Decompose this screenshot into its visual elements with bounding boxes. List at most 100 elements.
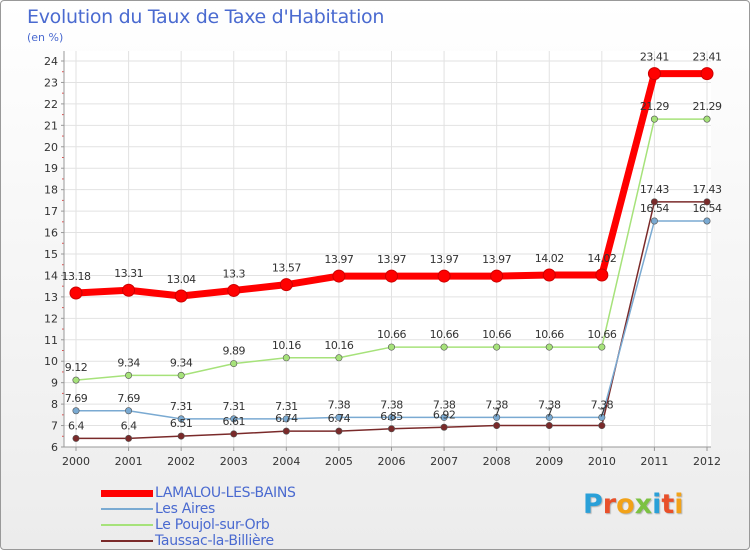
data-point [230, 360, 238, 368]
data-point [700, 67, 714, 81]
data-point [703, 198, 711, 206]
data-point [440, 423, 448, 431]
legend-swatch [101, 489, 153, 497]
legend-label: LAMALOU-LES-BAINS [155, 485, 296, 501]
x-tick-label: 2001 [115, 455, 143, 468]
data-point [230, 430, 238, 438]
legend-swatch [101, 540, 153, 542]
legend: LAMALOU-LES-BAINS Les Aires Le Poujol-sur-… [101, 485, 296, 549]
y-tick-label: 14 [44, 269, 58, 282]
data-label: 6.92 [433, 408, 456, 421]
y-tick-label: 20 [44, 141, 58, 154]
legend-item: Taussac-la-Billière [101, 533, 296, 549]
data-point [72, 407, 80, 415]
data-point [125, 407, 133, 415]
data-point [440, 413, 448, 421]
data-label: 13.97 [482, 253, 511, 266]
data-point [279, 278, 293, 292]
data-label: 7.38 [485, 398, 508, 411]
data-label: 23.41 [640, 51, 669, 64]
y-tick-label: 9 [51, 377, 58, 390]
data-label: 10.16 [272, 339, 301, 352]
data-label: 9.34 [170, 356, 193, 369]
data-label: 10.66 [377, 328, 406, 341]
logo-letter: i [652, 489, 662, 520]
data-point [545, 343, 553, 351]
data-label: 13.3 [223, 267, 246, 280]
data-label: 7.38 [328, 398, 351, 411]
data-point [598, 413, 606, 421]
legend-label: Le Poujol-sur-Orb [155, 517, 270, 533]
data-point [490, 269, 504, 283]
data-label: 6.51 [170, 417, 193, 430]
x-tick-label: 2002 [167, 455, 195, 468]
logo-letter: r [602, 489, 617, 520]
legend-item: Le Poujol-sur-Orb [101, 517, 296, 533]
x-tick-label: 2009 [535, 455, 563, 468]
data-label: 7 [493, 407, 500, 420]
legend-swatch [101, 508, 153, 510]
data-label: 9.34 [117, 356, 140, 369]
x-tick-label: 2012 [693, 455, 721, 468]
data-point [437, 269, 451, 283]
data-point [72, 434, 80, 442]
x-tick-label: 2007 [430, 455, 458, 468]
data-label: 13.31 [114, 267, 143, 280]
data-label: 6.4 [121, 419, 137, 432]
y-tick-label: 16 [44, 227, 58, 240]
data-label: 17.43 [693, 183, 722, 196]
data-point [282, 427, 290, 435]
legend-swatch [101, 524, 153, 526]
data-label: 16.54 [693, 202, 722, 215]
data-label: 6.74 [275, 412, 298, 425]
y-tick-label: 8 [51, 398, 58, 411]
data-label: 13.57 [272, 262, 301, 275]
legend-item: LAMALOU-LES-BAINS [101, 485, 296, 501]
x-tick-label: 2006 [378, 455, 406, 468]
data-label: 7.31 [275, 400, 298, 413]
data-label: 7.31 [223, 400, 246, 413]
data-point [282, 354, 290, 362]
chart-subtitle: (en %) [27, 31, 64, 44]
data-label: 6.61 [223, 415, 246, 428]
data-point [493, 413, 501, 421]
data-label: 23.41 [693, 51, 722, 64]
data-point [387, 425, 395, 433]
logo-letter: x [634, 489, 653, 520]
data-label: 17.43 [640, 183, 669, 196]
data-point [545, 422, 553, 430]
data-point [335, 354, 343, 362]
data-label: 9.89 [223, 345, 246, 358]
data-point [650, 217, 658, 225]
data-point [177, 415, 185, 423]
data-label: 10.66 [430, 328, 459, 341]
proxiti-logo: Proxiti [583, 489, 684, 520]
data-label: 10.66 [535, 328, 564, 341]
data-point [703, 217, 711, 225]
data-label: 14.02 [535, 252, 564, 265]
data-label: 13.97 [430, 253, 459, 266]
x-tick-label: 2011 [640, 455, 668, 468]
data-label: 21.29 [640, 100, 669, 113]
x-tick-label: 2003 [220, 455, 248, 468]
data-point [650, 115, 658, 123]
data-label: 10.66 [587, 328, 616, 341]
data-point [125, 434, 133, 442]
y-tick-label: 11 [44, 334, 58, 347]
logo-letter: o [616, 489, 635, 520]
data-point [650, 198, 658, 206]
x-tick-label: 2004 [272, 455, 300, 468]
y-tick-label: 10 [44, 355, 58, 368]
data-point [387, 413, 395, 421]
plot-area [64, 51, 711, 447]
logo-letter: t [661, 489, 675, 520]
data-point [335, 427, 343, 435]
logo-letter: P [583, 489, 603, 520]
data-label: 7.69 [117, 392, 140, 405]
y-tick-label: 15 [44, 248, 58, 261]
data-point [385, 269, 398, 283]
y-tick-label: 13 [44, 291, 58, 304]
data-label: 6.74 [328, 412, 351, 425]
